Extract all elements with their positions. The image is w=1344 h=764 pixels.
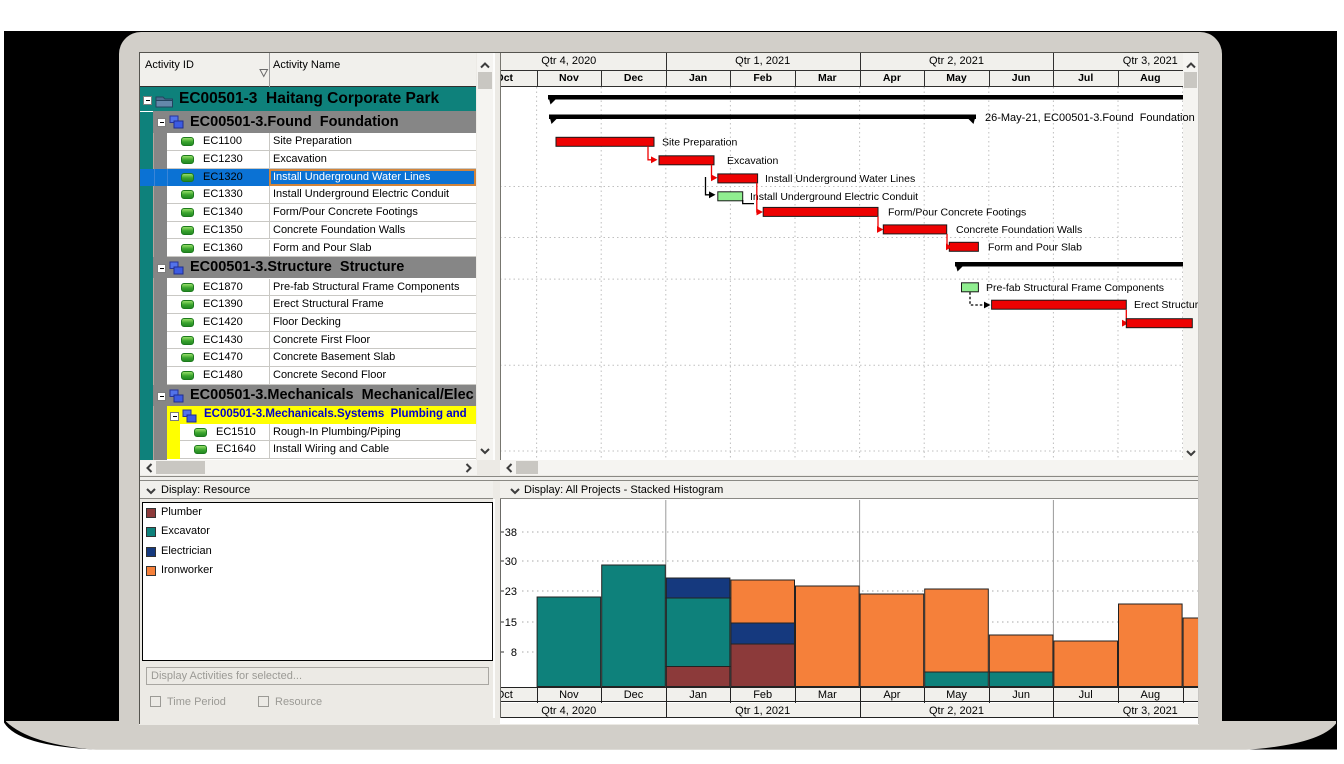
svg-text:Install Underground Electric C: Install Underground Electric Conduit bbox=[750, 191, 918, 203]
svg-text:Form and Pour Slab: Form and Pour Slab bbox=[988, 241, 1082, 253]
svg-text:38: 38 bbox=[505, 527, 517, 539]
svg-text:15: 15 bbox=[505, 617, 517, 629]
svg-text:Concrete Foundation Walls: Concrete Foundation Walls bbox=[956, 224, 1082, 236]
svg-text:23: 23 bbox=[505, 586, 517, 598]
svg-text:Install Underground Water Line: Install Underground Water Lines bbox=[765, 173, 915, 185]
svg-text:8: 8 bbox=[511, 647, 517, 659]
svg-text:Excavation: Excavation bbox=[727, 155, 779, 167]
svg-text:Pre-fab Structural Frame Compo: Pre-fab Structural Frame Components bbox=[986, 282, 1164, 294]
svg-text:Site Preparation: Site Preparation bbox=[662, 136, 737, 148]
svg-text:30: 30 bbox=[505, 556, 517, 568]
svg-text:Form/Pour Concrete Footings: Form/Pour Concrete Footings bbox=[888, 206, 1026, 218]
